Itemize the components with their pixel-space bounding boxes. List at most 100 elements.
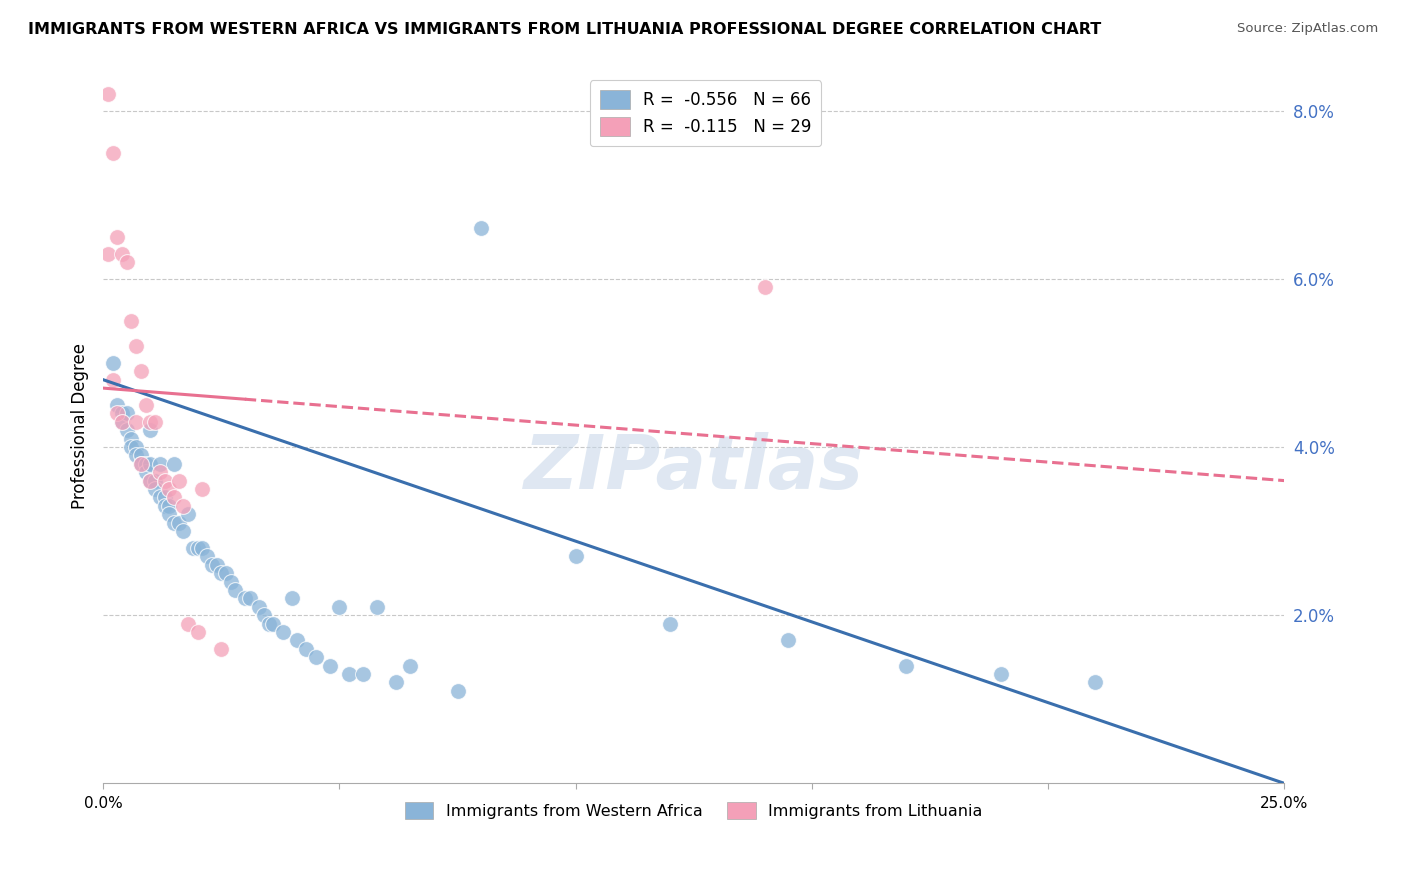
- Point: [167, 474, 190, 488]
- Point: [115, 406, 138, 420]
- Point: [896, 658, 918, 673]
- Point: [239, 591, 262, 606]
- Point: [143, 482, 166, 496]
- Point: [125, 440, 148, 454]
- Text: Source: ZipAtlas.com: Source: ZipAtlas.com: [1237, 22, 1378, 36]
- Point: [659, 616, 682, 631]
- Point: [153, 491, 176, 505]
- Point: [172, 524, 194, 538]
- Point: [262, 616, 284, 631]
- Point: [385, 675, 408, 690]
- Point: [181, 541, 204, 555]
- Point: [319, 658, 342, 673]
- Text: ZIPatlas: ZIPatlas: [524, 433, 863, 506]
- Point: [149, 457, 172, 471]
- Point: [139, 474, 162, 488]
- Point: [111, 415, 134, 429]
- Point: [163, 457, 186, 471]
- Point: [125, 339, 148, 353]
- Point: [191, 541, 214, 555]
- Point: [121, 432, 143, 446]
- Point: [187, 541, 209, 555]
- Point: [209, 566, 232, 581]
- Point: [195, 549, 218, 564]
- Point: [172, 499, 194, 513]
- Point: [253, 608, 276, 623]
- Point: [115, 255, 138, 269]
- Point: [143, 415, 166, 429]
- Point: [177, 616, 200, 631]
- Point: [215, 566, 238, 581]
- Point: [149, 465, 172, 479]
- Point: [167, 516, 190, 530]
- Point: [157, 482, 180, 496]
- Point: [233, 591, 256, 606]
- Point: [399, 658, 422, 673]
- Point: [125, 415, 148, 429]
- Point: [177, 508, 200, 522]
- Point: [139, 457, 162, 471]
- Point: [135, 398, 157, 412]
- Point: [111, 415, 134, 429]
- Point: [157, 508, 180, 522]
- Point: [153, 499, 176, 513]
- Point: [111, 406, 134, 420]
- Point: [163, 516, 186, 530]
- Point: [135, 457, 157, 471]
- Point: [328, 599, 350, 614]
- Point: [470, 221, 492, 235]
- Point: [247, 599, 270, 614]
- Point: [285, 633, 308, 648]
- Point: [135, 465, 157, 479]
- Point: [129, 449, 152, 463]
- Point: [219, 574, 242, 589]
- Point: [191, 482, 214, 496]
- Point: [366, 599, 388, 614]
- Point: [101, 356, 124, 370]
- Point: [157, 499, 180, 513]
- Point: [205, 558, 228, 572]
- Point: [337, 667, 360, 681]
- Point: [990, 667, 1012, 681]
- Point: [115, 423, 138, 437]
- Point: [111, 246, 134, 260]
- Y-axis label: Professional Degree: Professional Degree: [72, 343, 89, 509]
- Point: [224, 582, 246, 597]
- Point: [352, 667, 374, 681]
- Point: [305, 650, 328, 665]
- Point: [271, 625, 294, 640]
- Point: [163, 491, 186, 505]
- Point: [281, 591, 304, 606]
- Point: [295, 641, 318, 656]
- Point: [129, 364, 152, 378]
- Point: [257, 616, 280, 631]
- Legend: Immigrants from Western Africa, Immigrants from Lithuania: Immigrants from Western Africa, Immigran…: [398, 796, 990, 825]
- Point: [97, 87, 120, 101]
- Point: [129, 457, 152, 471]
- Point: [129, 457, 152, 471]
- Point: [564, 549, 586, 564]
- Text: IMMIGRANTS FROM WESTERN AFRICA VS IMMIGRANTS FROM LITHUANIA PROFESSIONAL DEGREE : IMMIGRANTS FROM WESTERN AFRICA VS IMMIGR…: [28, 22, 1101, 37]
- Point: [201, 558, 224, 572]
- Point: [139, 423, 162, 437]
- Point: [149, 491, 172, 505]
- Point: [209, 641, 232, 656]
- Point: [139, 474, 162, 488]
- Point: [121, 440, 143, 454]
- Point: [778, 633, 800, 648]
- Point: [446, 684, 468, 698]
- Point: [105, 406, 128, 420]
- Point: [139, 415, 162, 429]
- Point: [143, 474, 166, 488]
- Point: [187, 625, 209, 640]
- Point: [105, 398, 128, 412]
- Point: [153, 474, 176, 488]
- Point: [121, 314, 143, 328]
- Point: [105, 229, 128, 244]
- Point: [125, 449, 148, 463]
- Point: [1084, 675, 1107, 690]
- Point: [101, 373, 124, 387]
- Point: [97, 246, 120, 260]
- Point: [101, 145, 124, 160]
- Point: [754, 280, 776, 294]
